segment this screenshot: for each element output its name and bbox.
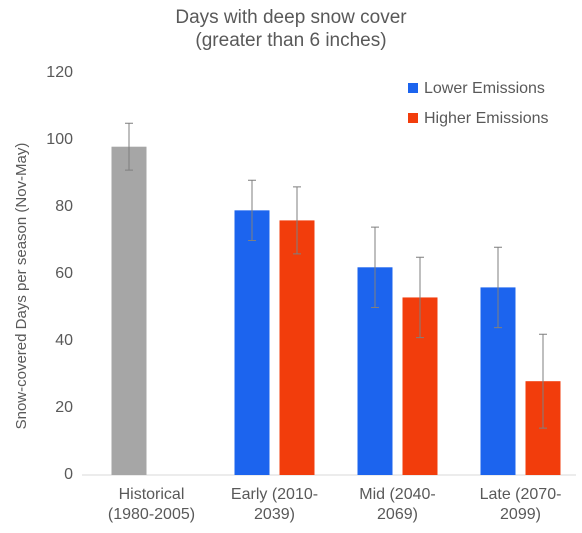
error-bar (539, 333, 547, 429)
y-tick-label: 80 (55, 198, 73, 215)
x-tick-label: Late (2070- 2099) (479, 486, 562, 523)
chart-title: Days with deep snow cover (greater than … (175, 7, 407, 51)
error-bar (371, 226, 379, 308)
bar (111, 146, 147, 475)
error-bar (125, 122, 133, 171)
y-tick-label: 60 (55, 265, 73, 282)
legend-swatch (408, 113, 418, 123)
error-bar (248, 179, 256, 241)
x-tick-label: Mid (2040- 2069) (359, 486, 436, 523)
y-tick-label: 0 (64, 466, 73, 483)
bar (234, 210, 270, 475)
legend-label: Lower Emissions (424, 80, 545, 97)
error-bar (293, 186, 301, 255)
y-tick-label: 100 (46, 131, 73, 148)
legend-label: Higher Emissions (424, 110, 548, 127)
y-tick-label: 120 (46, 64, 73, 81)
x-tick-label: Historical (1980-2005) (107, 486, 196, 523)
error-bar (416, 256, 424, 339)
y-axis-label: Snow-covered Days per season (Nov-May) (13, 143, 30, 430)
error-bar (494, 246, 502, 329)
y-tick-label: 20 (55, 399, 73, 416)
y-tick-label: 40 (55, 332, 73, 349)
x-tick-label: Early (2010- 2039) (230, 486, 319, 523)
bar (279, 220, 315, 475)
legend-swatch (408, 83, 418, 93)
